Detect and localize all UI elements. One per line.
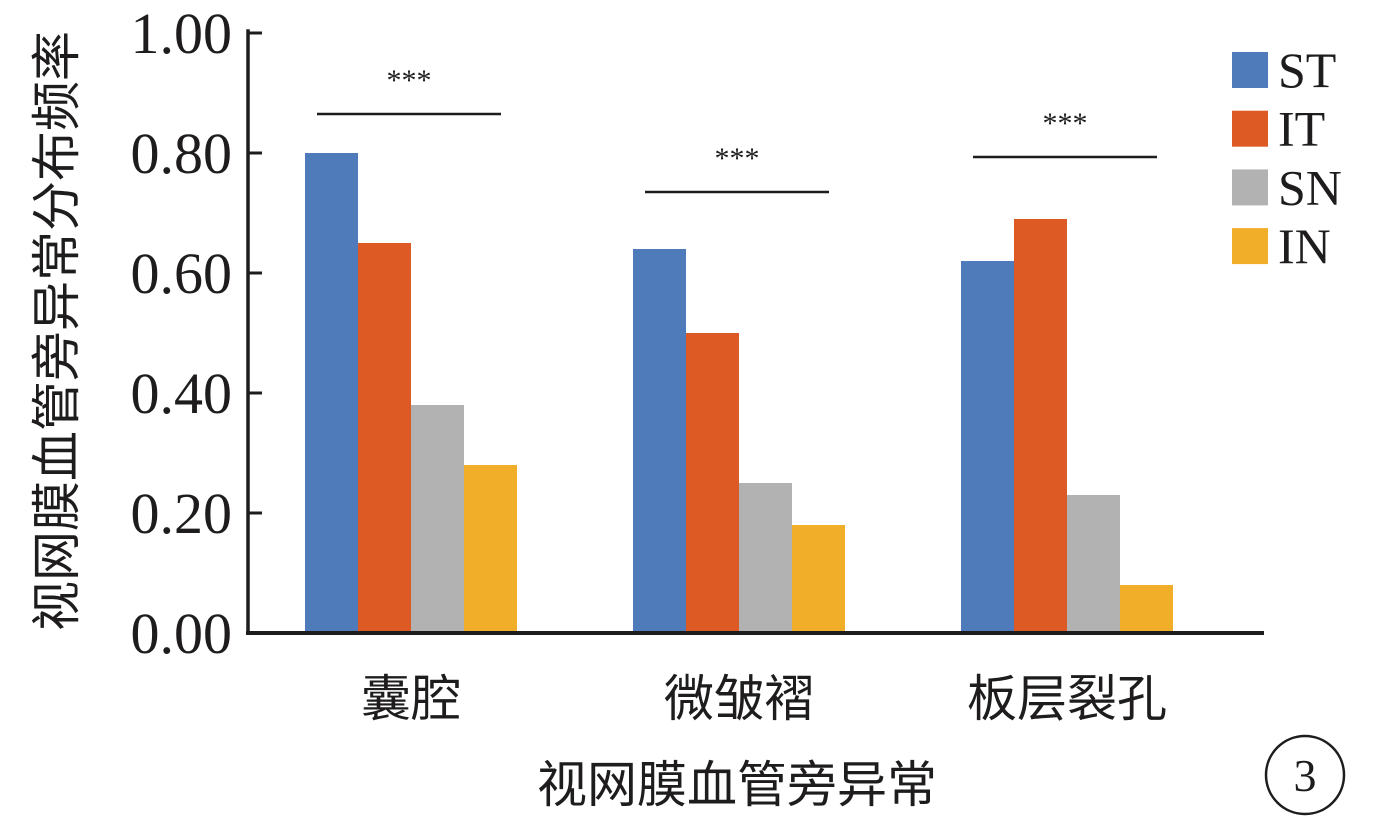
bar-st-cat2 xyxy=(633,249,686,633)
legend-label-st: ST xyxy=(1278,42,1336,98)
y-ticks: 0.00 0.20 0.40 0.60 0.80 1.00 xyxy=(131,1,262,666)
x-category-label-3: 板层裂孔 xyxy=(967,671,1167,727)
legend-label-in: IN xyxy=(1278,218,1331,274)
y-tick-label-1: 0.20 xyxy=(131,481,233,546)
legend-swatch-sn xyxy=(1232,169,1268,206)
y-tick-label-0: 0.00 xyxy=(131,601,233,666)
legend-item-sn: SN xyxy=(1232,159,1342,215)
y-tick-label-3: 0.60 xyxy=(131,241,233,306)
y-tick-label-2: 0.40 xyxy=(131,361,233,426)
bar-st-cat1 xyxy=(305,153,358,633)
bar-sn-cat3 xyxy=(1067,495,1120,633)
y-axis-title: 视网膜血管旁异常分布频率 xyxy=(29,31,85,631)
panel-label-text: 3 xyxy=(1294,750,1317,801)
bar-it-cat3 xyxy=(1014,219,1067,633)
legend-item-it: IT xyxy=(1232,101,1325,157)
x-category-labels: 囊腔 微皱褶 板层裂孔 xyxy=(361,671,1167,727)
bar-it-cat2 xyxy=(686,333,739,633)
x-axis-title: 视网膜血管旁异常 xyxy=(537,757,937,813)
legend-label-sn: SN xyxy=(1278,159,1342,215)
bar-in-cat1 xyxy=(464,465,517,633)
x-category-label-2: 微皱褶 xyxy=(664,671,814,727)
significance-label-3: *** xyxy=(1043,107,1088,140)
y-tick-label-4: 0.80 xyxy=(131,121,233,186)
x-category-label-1: 囊腔 xyxy=(361,671,461,727)
legend-swatch-in xyxy=(1232,228,1268,265)
legend-swatch-it xyxy=(1232,110,1268,147)
legend-label-it: IT xyxy=(1278,101,1325,157)
legend-item-in: IN xyxy=(1232,218,1331,274)
y-tick-label-5: 1.00 xyxy=(131,1,233,66)
bar-in-cat2 xyxy=(792,525,845,633)
panel-label: 3 xyxy=(1264,734,1346,816)
significance-label-2: *** xyxy=(715,142,760,175)
bars-layer xyxy=(305,153,1173,633)
bar-it-cat1 xyxy=(358,243,411,633)
panel-label-circle xyxy=(1264,734,1346,816)
bar-st-cat3 xyxy=(961,261,1014,633)
significance-markers: *** *** *** xyxy=(317,64,1157,194)
significance-label-1: *** xyxy=(387,64,432,97)
legend-swatch-st xyxy=(1232,52,1268,88)
axes xyxy=(246,29,1264,635)
bar-sn-cat2 xyxy=(739,483,792,633)
bar-sn-cat1 xyxy=(411,405,464,633)
bar-in-cat3 xyxy=(1120,585,1173,633)
legend-item-st: ST xyxy=(1232,42,1336,98)
